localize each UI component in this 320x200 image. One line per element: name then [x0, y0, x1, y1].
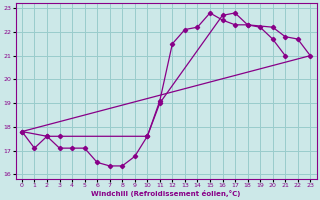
X-axis label: Windchill (Refroidissement éolien,°C): Windchill (Refroidissement éolien,°C): [92, 190, 241, 197]
